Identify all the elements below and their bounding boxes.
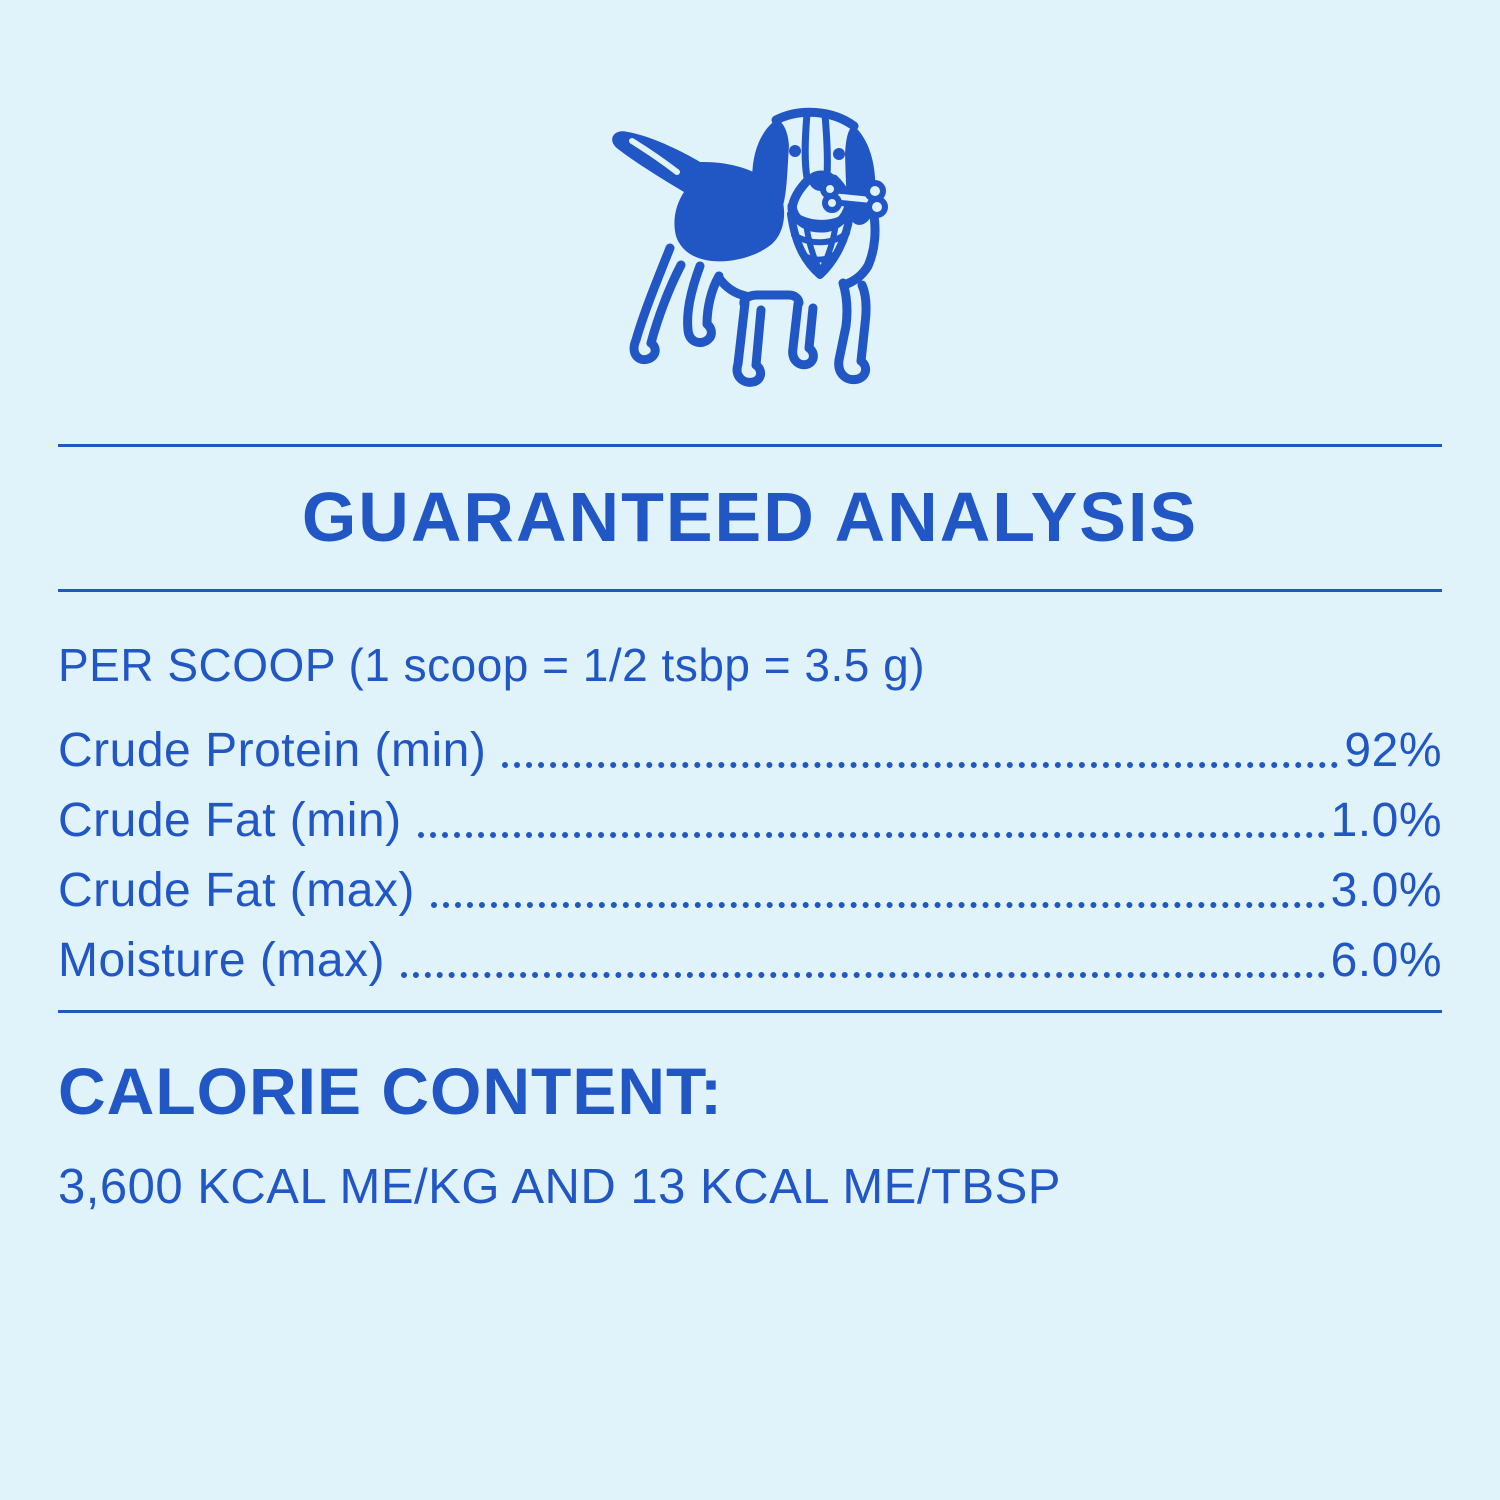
divider-top <box>58 444 1442 447</box>
table-row: Crude Fat (max) 3.0% <box>58 848 1442 918</box>
row-label: Crude Fat (max) <box>58 864 415 917</box>
dog-illustration-container <box>58 0 1442 408</box>
row-label: Moisture (max) <box>58 934 386 987</box>
calorie-content-title: CALORIE CONTENT: <box>58 1054 723 1128</box>
analysis-table: Crude Protein (min) 92% Crude Fat (min) … <box>58 708 1442 988</box>
dotted-leader <box>430 902 1325 908</box>
row-label: Crude Fat (min) <box>58 794 402 847</box>
row-value: 3.0% <box>1330 864 1442 917</box>
row-value: 1.0% <box>1330 794 1442 847</box>
analysis-title: GUARANTEED ANALYSIS <box>301 478 1199 556</box>
divider-bottom <box>58 1010 1442 1013</box>
table-row: Moisture (max) 6.0% <box>58 918 1442 988</box>
table-row: Crude Fat (min) 1.0% <box>58 778 1442 848</box>
dotted-leader <box>417 832 1325 838</box>
row-value: 92% <box>1344 724 1442 777</box>
divider-middle <box>58 589 1442 592</box>
dotted-leader <box>401 972 1325 978</box>
row-value: 6.0% <box>1330 934 1442 987</box>
table-row: Crude Protein (min) 92% <box>58 708 1442 778</box>
row-label: Crude Protein (min) <box>58 724 487 777</box>
calorie-content-value: 3,600 KCAL ME/KG AND 13 KCAL ME/TBSP <box>58 1160 1061 1214</box>
dog-with-bone-icon <box>612 107 888 387</box>
dotted-leader <box>502 762 1339 768</box>
serving-note: PER SCOOP (1 scoop = 1/2 tsbp = 3.5 g) <box>58 639 926 691</box>
